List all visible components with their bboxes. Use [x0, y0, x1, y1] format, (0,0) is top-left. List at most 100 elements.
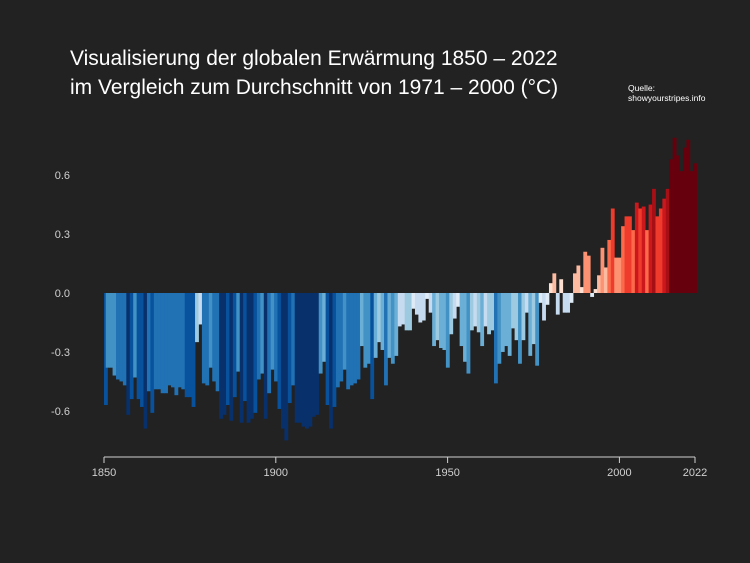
- bar-1982: [555, 293, 560, 315]
- bar-1895: [256, 293, 261, 380]
- bar-1940: [411, 293, 416, 309]
- bar-2004: [631, 230, 636, 293]
- bar-1890: [239, 293, 244, 423]
- bar-1861: [140, 293, 144, 407]
- bar-2022: [693, 163, 698, 293]
- bar-1955: [463, 293, 467, 362]
- bar-1888: [232, 293, 237, 398]
- bar-1948: [439, 293, 443, 349]
- bar-1969: [511, 293, 516, 329]
- bar-1986: [569, 293, 574, 303]
- bar-1928: [370, 293, 375, 400]
- bar-1887: [229, 293, 234, 421]
- bar-1977: [538, 293, 543, 303]
- bar-1994: [597, 275, 601, 293]
- bar-1876: [191, 293, 196, 407]
- bar-1984: [562, 293, 567, 313]
- x-tick-label: 1850: [92, 467, 116, 479]
- x-tick-label: 1950: [435, 467, 459, 479]
- bar-1993: [593, 289, 598, 293]
- bar-1901: [277, 293, 282, 409]
- bar-1932: [384, 293, 388, 386]
- bar-1897: [263, 293, 268, 419]
- bar-1947: [435, 293, 440, 341]
- bar-1920: [342, 293, 347, 370]
- chart-title-line2: im Vergleich zum Durchschnitt von 1971 –…: [70, 76, 559, 99]
- bar-1893: [250, 293, 254, 419]
- bar-1938: [404, 293, 409, 331]
- bar-1968: [507, 293, 512, 356]
- bar-1957: [469, 293, 474, 331]
- bar-1891: [243, 293, 247, 402]
- bar-1929: [373, 293, 378, 358]
- bar-1869: [167, 293, 172, 386]
- bar-1858: [129, 293, 134, 400]
- bar-1935: [394, 293, 399, 356]
- bar-1964: [493, 293, 498, 384]
- bar-1944: [425, 293, 430, 299]
- bar-1912: [315, 293, 320, 415]
- bar-1894: [253, 293, 258, 413]
- bar-1936: [397, 293, 402, 327]
- bar-2009: [648, 204, 653, 293]
- bar-2006: [638, 208, 643, 293]
- bar-1913: [318, 293, 323, 374]
- bar-1853: [112, 293, 117, 376]
- bar-2007: [641, 206, 646, 293]
- bar-1865: [153, 293, 158, 390]
- bar-1924: [356, 293, 361, 380]
- bar-1877: [195, 293, 199, 343]
- y-axis: 0.6 0.3 0.0 -0.3 -0.6: [51, 170, 70, 418]
- bar-1851: [105, 293, 110, 368]
- source-url: showyourstripes.info: [628, 93, 706, 103]
- bar-1937: [401, 293, 406, 325]
- bar-1989: [579, 287, 584, 293]
- bar-2015: [669, 159, 674, 293]
- bar-1939: [408, 293, 412, 331]
- bar-1996: [603, 267, 608, 293]
- bar-1904: [287, 293, 292, 404]
- source-note: Quelle: showyourstripes.info: [628, 83, 705, 103]
- bar-1998: [610, 208, 615, 293]
- bar-1886: [225, 293, 230, 405]
- x-axis: 1850 1900 1950 2000 2022: [92, 456, 707, 479]
- bar-2016: [672, 137, 677, 293]
- bar-1961: [483, 293, 488, 327]
- bar-1979: [545, 293, 550, 305]
- bar-1898: [267, 293, 272, 394]
- bar-2014: [665, 188, 670, 293]
- bar-1922: [349, 293, 354, 386]
- y-tick-label: -0.3: [51, 347, 70, 359]
- source-label: Quelle:: [628, 83, 655, 93]
- bar-1942: [418, 293, 423, 323]
- bar-1908: [301, 293, 306, 427]
- bar-1918: [335, 293, 340, 388]
- y-tick-label: 0.6: [55, 170, 70, 182]
- bar-1883: [215, 293, 220, 392]
- bar-1905: [291, 293, 296, 386]
- bar-1899: [270, 293, 275, 370]
- bar-1972: [521, 293, 526, 341]
- bar-1974: [528, 293, 533, 356]
- bar-1950: [445, 293, 450, 368]
- bar-1988: [576, 265, 581, 293]
- bar-1995: [600, 247, 605, 293]
- bar-1999: [614, 257, 619, 293]
- bar-1896: [260, 293, 265, 374]
- bar-1930: [377, 293, 382, 343]
- bar-1967: [504, 293, 509, 347]
- bar-2018: [679, 171, 684, 293]
- bar-1860: [136, 293, 141, 400]
- y-tick-label: -0.6: [51, 406, 70, 418]
- bar-1873: [181, 293, 186, 390]
- bar-1885: [222, 293, 227, 415]
- chart-title-line1: Visualisierung der globalen Erwärmung 18…: [70, 47, 558, 70]
- bar-1991: [586, 255, 591, 293]
- x-tick-label: 1900: [264, 467, 288, 479]
- bar-1956: [466, 293, 471, 374]
- bar-1878: [198, 293, 203, 325]
- bar-2010: [652, 188, 656, 293]
- bar-1921: [346, 293, 351, 390]
- bar-1859: [133, 293, 138, 378]
- bar-1864: [150, 293, 155, 413]
